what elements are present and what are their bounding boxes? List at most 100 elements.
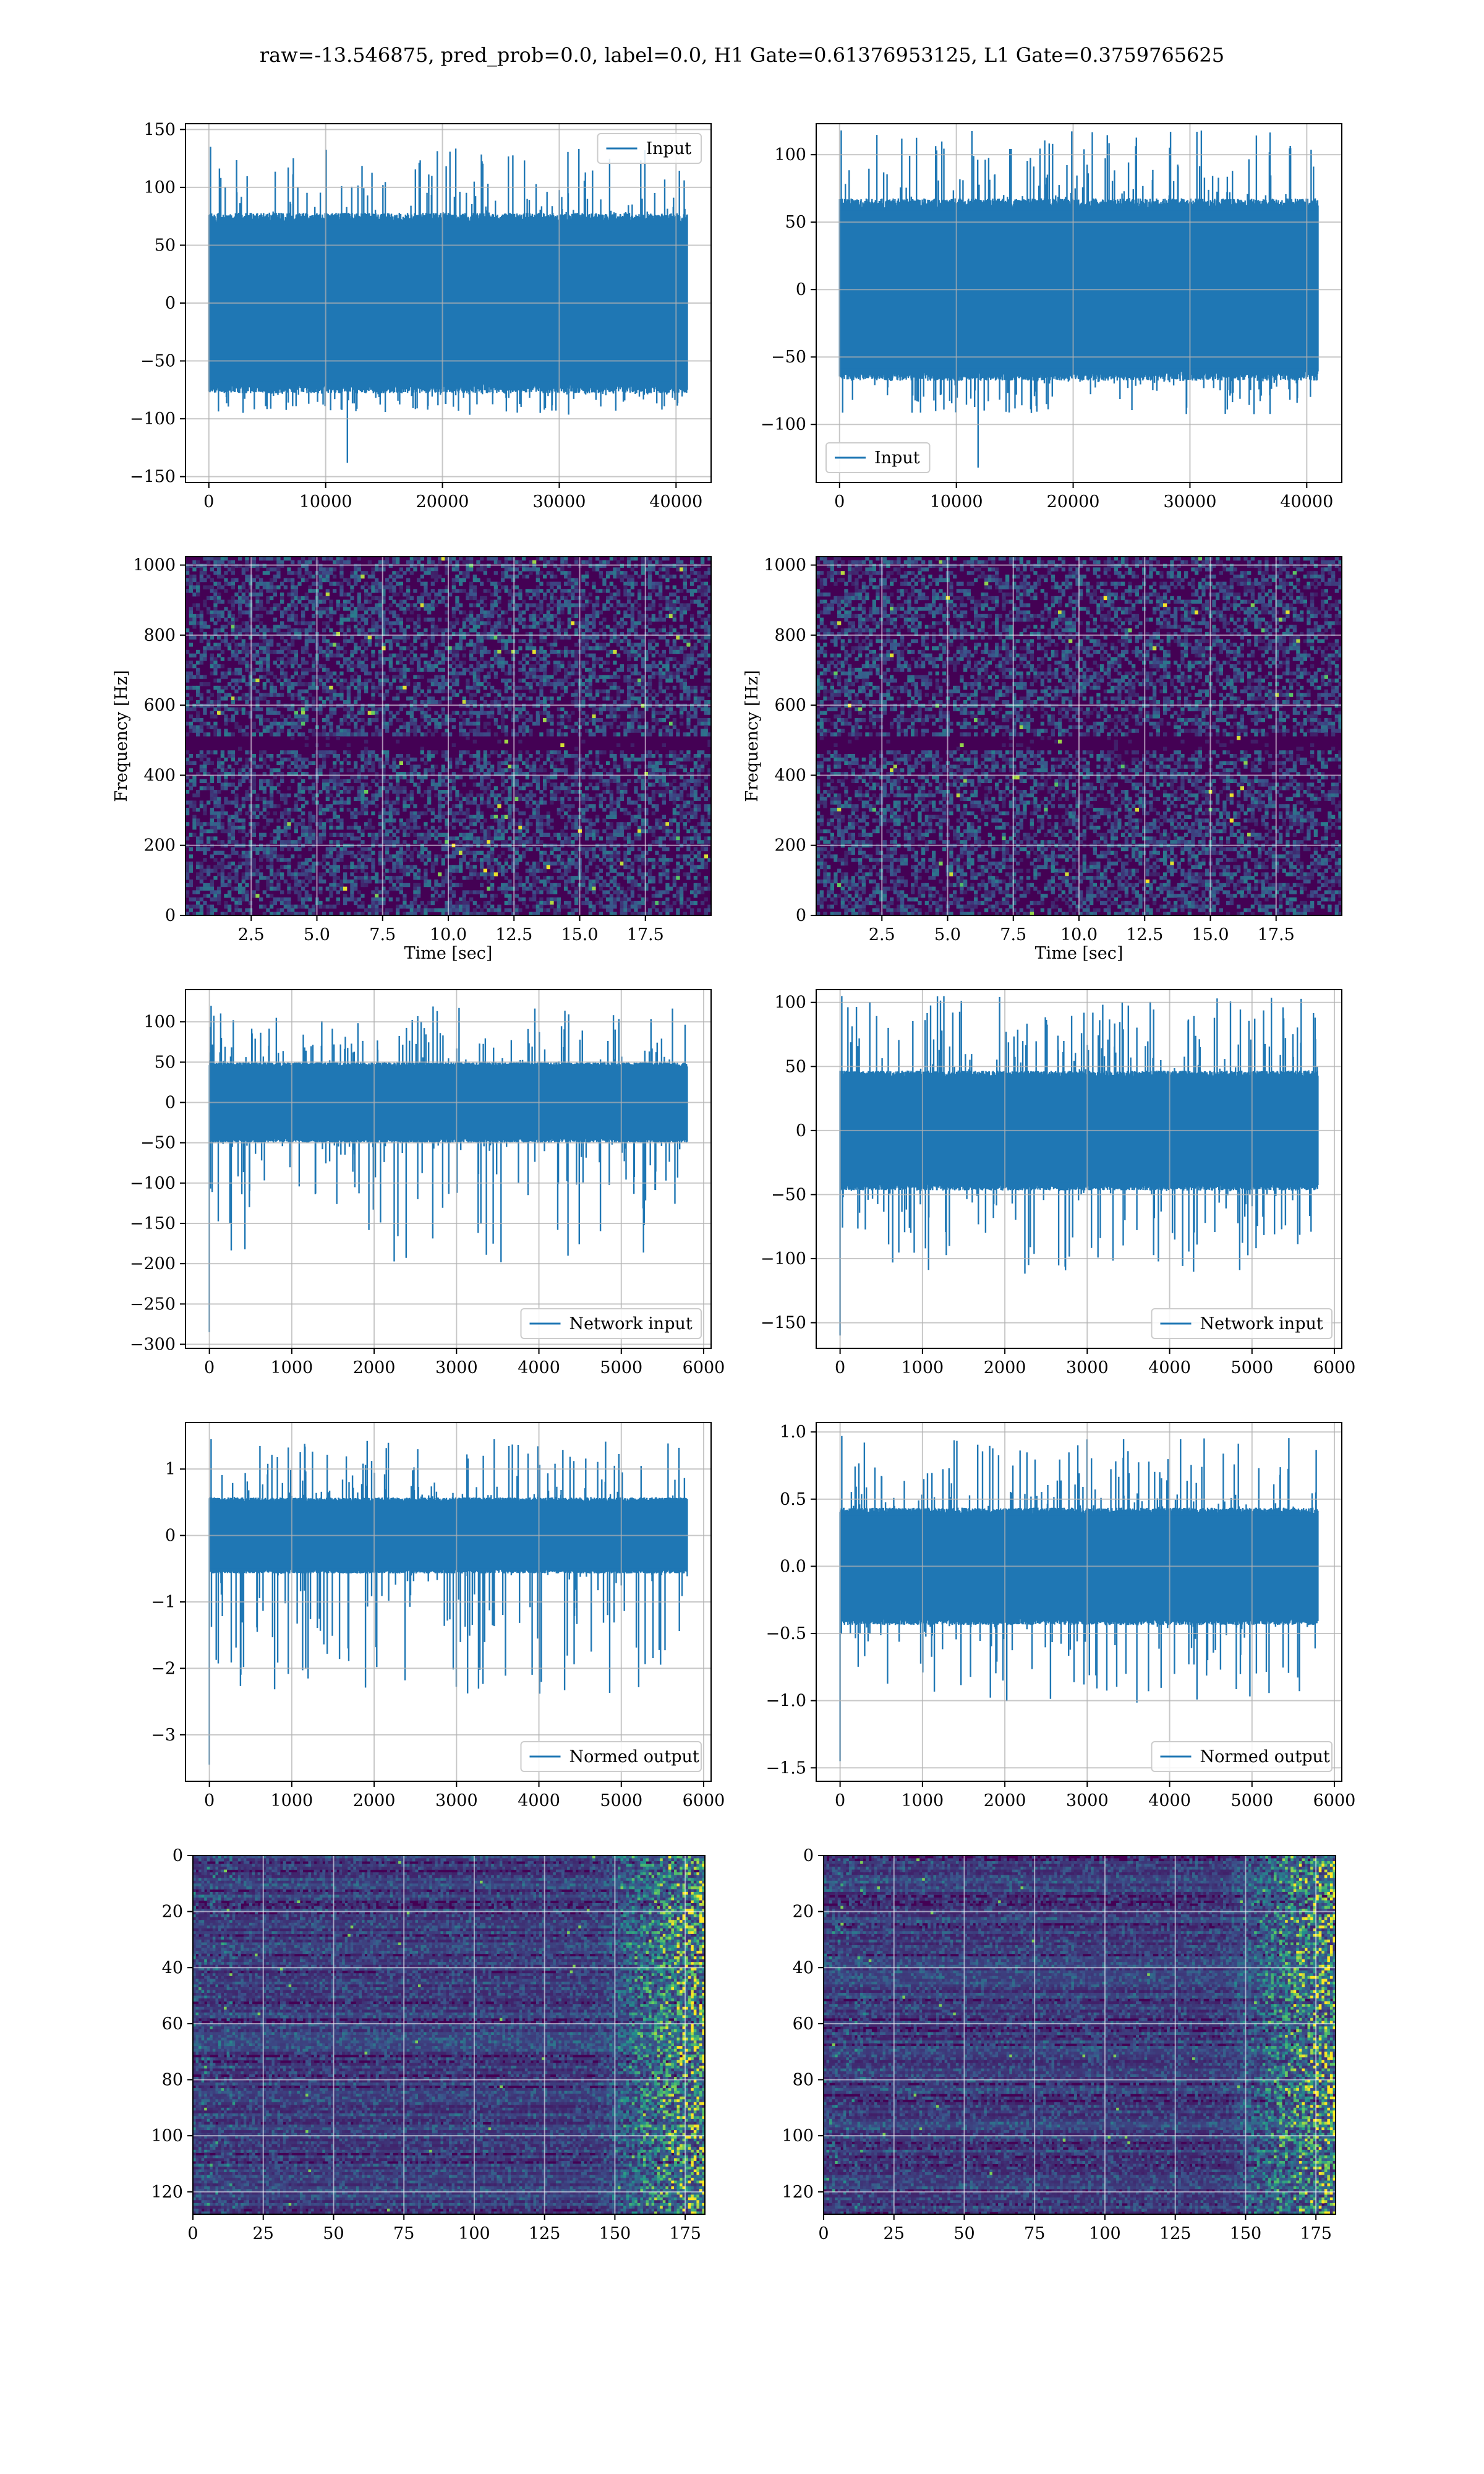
l1-input-legend-box [825, 442, 931, 473]
l1-spectrogram-ytick-label-5: 1000 [764, 556, 806, 575]
h1-feature-map-xtick-label-1: 25 [253, 2224, 274, 2243]
l1-network-input-xtick-label-6: 6000 [1313, 1358, 1356, 1377]
h1-network-input-xtick-label-1: 1000 [271, 1358, 313, 1377]
l1-input-legend-label: Input [874, 448, 920, 468]
h1-network-input-legend-label: Network input [569, 1314, 693, 1333]
l1-normed-output-plot-area [839, 1436, 1319, 1761]
h1-network-input-axes: 0 1000 2000 3000 4000 5000 6000−300−250−200−15… [130, 989, 725, 1377]
h1-feature-map-axes: 0 25 50 75 100 125 150 175 0 20 40 60 80 100 120 [151, 1846, 706, 2243]
h1-normed-output-ytick-label-2: −1 [151, 1593, 176, 1612]
l1-network-input-plot-area [839, 996, 1319, 1336]
h1-feature-map-ytick-label-5: 100 [151, 2126, 183, 2146]
l1-feature-map-axes: 0 25 50 75 100 125 150 175 0 20 40 60 80 100 120 [782, 1846, 1336, 2243]
h1-feature-map-heatmap-cells [193, 1856, 705, 2214]
h1-input-ytick-label-6: 150 [143, 120, 176, 139]
l1-feature-map-ytick-label-1: 20 [793, 1903, 814, 1922]
h1-network-input-ytick-label-3: −150 [130, 1214, 176, 1233]
l1-normed-output-xtick-label-5: 5000 [1230, 1791, 1273, 1810]
l1-spectrogram-xtick-label-3: 10.0 [1060, 925, 1098, 944]
h1-spectrogram-ytick-label-2: 400 [143, 766, 176, 785]
h1-network-input-plot-area [208, 1006, 688, 1332]
h1-spectrogram-ytick-label-1: 200 [143, 836, 176, 855]
l1-network-input-xtick-label-1: 1000 [902, 1358, 944, 1377]
h1-input-grid [186, 124, 711, 482]
h1-normed-output-legend-box [520, 1741, 702, 1772]
h1-input-legend-box [597, 133, 702, 164]
h1-feature-map-xtick-label-6: 150 [599, 2224, 631, 2243]
h1-normed-output-xtick-label-6: 6000 [683, 1791, 725, 1810]
l1-normed-output-legend: Normed output [1151, 1741, 1333, 1772]
l1-input-grid [816, 124, 1342, 482]
h1-feature-map-xtick-label-3: 75 [393, 2224, 414, 2243]
h1-normed-output-xtick-label-2: 2000 [353, 1791, 396, 1810]
h1-spectrogram-ytick-label-5: 1000 [133, 556, 176, 575]
h1-spectrogram-ytick-label-3: 600 [143, 696, 176, 715]
h1-input-legend-label: Input [646, 139, 692, 158]
l1-spectrogram-ytick-label-3: 600 [774, 696, 806, 715]
h1-normed-output-ytick-label-0: −3 [151, 1726, 176, 1745]
l1-spectrogram-axes: 2.5 5.0 7.5 10.0 12.5 15.0 17.5 0 200 400 600 800 10… [743, 556, 1342, 963]
h1-normed-output-ytick-label-3: 0 [165, 1526, 176, 1546]
h1-feature-map-ytick-label-2: 40 [162, 1958, 183, 1977]
figure-suptitle: raw=-13.546875, pred_prob=0.0, label=0.0… [260, 43, 1224, 67]
l1-normed-output-grid [816, 1423, 1342, 1781]
h1-feature-map-ytick-label-1: 20 [162, 1903, 183, 1922]
h1-feature-map-ytick-label-6: 120 [151, 2183, 183, 2202]
h1-network-input-ytick-label-0: −300 [130, 1335, 176, 1354]
l1-normed-output-xtick-label-4: 4000 [1148, 1791, 1191, 1810]
l1-normed-output-ytick-label-1: −1.0 [765, 1692, 806, 1711]
h1-network-input-legend-box [520, 1308, 702, 1339]
h1-spectrogram-xtick-label-0: 2.5 [238, 925, 265, 944]
l1-feature-map-xtick-label-0: 0 [818, 2224, 829, 2243]
l1-network-input-xtick-label-2: 2000 [984, 1358, 1026, 1377]
l1-input-xtick-label-1: 10000 [930, 492, 983, 511]
l1-feature-map-xtick-label-3: 75 [1024, 2224, 1045, 2243]
h1-spectrogram-xtick-label-1: 5.0 [304, 925, 330, 944]
l1-input-xtick-label-4: 40000 [1280, 492, 1333, 511]
l1-normed-output-ytick-label-4: 0.5 [780, 1490, 806, 1509]
l1-feature-map-ytick-label-5: 100 [782, 2126, 814, 2146]
l1-input-frame [816, 123, 1342, 483]
l1-spectrogram-xtick-label-0: 2.5 [869, 925, 895, 944]
l1-input-ytick-label-0: −100 [761, 415, 806, 434]
l1-network-input-frame [816, 989, 1342, 1349]
l1-feature-map-ytick-label-0: 0 [803, 1846, 814, 1865]
h1-input-ytick-label-5: 100 [143, 178, 176, 197]
h1-spectrogram-ylabel: Frequency [Hz] [112, 670, 131, 802]
h1-network-input-ytick-label-6: 0 [165, 1093, 176, 1112]
h1-normed-output-grid [186, 1423, 711, 1781]
h1-network-input-xtick-label-0: 0 [204, 1358, 215, 1377]
h1-feature-map-xtick-label-0: 0 [187, 2224, 198, 2243]
h1-normed-output-ytick-label-1: −2 [151, 1659, 176, 1678]
h1-input-xtick-label-3: 30000 [532, 492, 586, 511]
l1-normed-output-ytick-label-2: −0.5 [765, 1624, 806, 1643]
h1-spectrogram-xtick-label-4: 12.5 [495, 925, 532, 944]
h1-normed-output-ytick-label-4: 1 [165, 1460, 176, 1479]
h1-input-axes: 0 10000 20000 30000 40000 −150 −100 −50 0 50 100 15… [130, 120, 712, 511]
l1-spectrogram-xtick-label-4: 12.5 [1126, 925, 1163, 944]
h1-feature-map-ytick-label-4: 80 [162, 2071, 183, 2090]
h1-input-ytick-label-4: 50 [155, 236, 176, 255]
h1-normed-output-legend-label: Normed output [569, 1747, 699, 1766]
h1-network-input-frame [185, 989, 712, 1349]
h1-network-input-ytick-label-2: −200 [130, 1254, 176, 1273]
l1-spectrogram-heatmap-cells [816, 557, 1342, 915]
l1-input-xtick-label-2: 20000 [1047, 492, 1100, 511]
l1-spectrogram-ytick-label-0: 0 [796, 906, 806, 925]
l1-network-input-ytick-label-3: 0 [796, 1121, 806, 1141]
l1-normed-output-axes: 0 1000 2000 3000 4000 5000 6000 −1.5 −1.0 −0.5 0.0… [765, 1422, 1356, 1810]
l1-feature-map-ytick-label-6: 120 [782, 2183, 814, 2202]
h1-network-input-ytick-label-4: −100 [130, 1174, 176, 1193]
l1-spectrogram-xtick-label-5: 15.0 [1192, 925, 1229, 944]
l1-feature-map-xtick-label-1: 25 [884, 2224, 905, 2243]
l1-normed-output-xtick-label-6: 6000 [1313, 1791, 1356, 1810]
l1-input-ytick-label-2: 0 [796, 280, 806, 299]
l1-spectrogram-xtick-label-2: 7.5 [1000, 925, 1026, 944]
h1-spectrogram-ytick-label-0: 0 [165, 906, 176, 925]
h1-normed-output-legend: Normed output [520, 1741, 702, 1772]
h1-spectrogram-axes: 2.5 5.0 7.5 10.0 12.5 15.0 17.5 0 200 400 600 800 10… [112, 556, 712, 963]
l1-feature-map-heatmap-cells [824, 1856, 1336, 2214]
h1-input-xtick-label-2: 20000 [416, 492, 469, 511]
h1-network-input-xtick-label-3: 3000 [435, 1358, 478, 1377]
